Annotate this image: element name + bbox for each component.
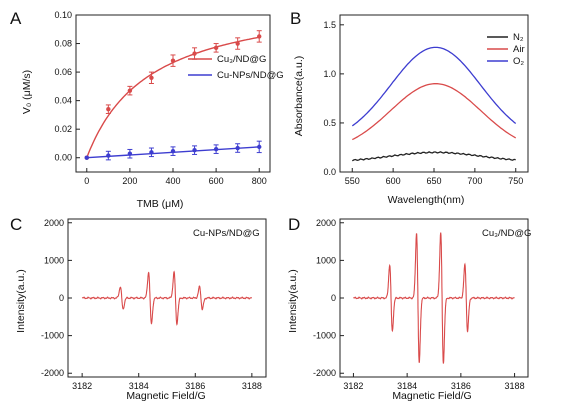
x-tick-label: 800 <box>252 176 267 186</box>
x-tick-label: 3182 <box>72 381 92 391</box>
y-tick-label: 0.02 <box>54 124 72 134</box>
y-tick-label: 0.5 <box>323 118 336 128</box>
data-point <box>257 144 262 150</box>
data-point <box>192 147 197 153</box>
panel-d-title: Cu₃/ND@G <box>482 228 531 239</box>
y-tick-label: -1000 <box>41 331 64 341</box>
y-tick-label: 0.00 <box>54 153 72 163</box>
x-tick-label: 550 <box>345 176 360 186</box>
x-tick-label: 200 <box>122 176 137 186</box>
epr-spectrum-line <box>353 232 515 364</box>
spectrum-line-2 <box>351 46 517 127</box>
y-tick-label: -2000 <box>313 368 336 378</box>
spectrum-line-0 <box>351 151 516 162</box>
y-tick-label: -2000 <box>41 368 64 378</box>
data-point <box>127 151 133 156</box>
data-point <box>106 153 111 158</box>
data-point <box>106 107 111 112</box>
legend-label-0: N₂ <box>513 32 524 43</box>
legend-label-2: O₂ <box>513 56 524 67</box>
panel-b-legend: N₂ Air O₂ <box>487 32 525 67</box>
panel-c: C 3182 3184 3186 3188 -2000 -1000 0 1000 2000 Cu… <box>10 215 267 402</box>
plot-frame <box>339 14 529 173</box>
x-tick-label: 600 <box>209 176 224 186</box>
legend-label-1: Cu-NPs/ND@G <box>217 70 284 81</box>
data-point <box>213 45 219 51</box>
data-point <box>192 51 197 56</box>
panel-b-plot-area: 550 600 650 700 750 0.0 0.5 1.0 1.5 <box>323 14 529 186</box>
x-tick-label: 650 <box>426 176 441 186</box>
x-tick-label: 3182 <box>343 381 363 391</box>
panel-a-plot-area: 0 200 400 600 800 0.00 0.02 0.04 0.06 0.08 0.10 <box>54 10 271 186</box>
x-tick-label: 3184 <box>129 381 149 391</box>
x-tick-label: 700 <box>467 176 482 186</box>
y-tick-label: 2000 <box>44 218 64 228</box>
legend-label-0: Cu₃/ND@G <box>217 54 266 65</box>
data-point <box>170 148 176 154</box>
y-axis-label: Absorbance(a.u.) <box>293 56 305 137</box>
legend-label-1: Air <box>513 44 525 55</box>
panel-d-label: D <box>288 215 300 234</box>
x-tick-label: 600 <box>386 176 401 186</box>
panel-a-label: A <box>10 9 22 28</box>
panel-a-legend: Cu₃/ND@G Cu-NPs/ND@G <box>188 54 284 81</box>
data-point <box>149 75 154 81</box>
y-axis-label: Intensity(a.u.) <box>287 269 299 333</box>
panel-d: D 3182 3184 3186 3188 -2000 -1000 0 1000 2000 Cu… <box>287 215 531 402</box>
x-tick-label: 3186 <box>451 381 471 391</box>
data-point <box>257 34 262 39</box>
data-point <box>149 150 154 155</box>
panel-a: A 0 200 400 600 8000.000.020.040.060.080.10 … <box>10 9 284 210</box>
y-tick-label: 0 <box>331 293 336 303</box>
y-tick-label: 0.04 <box>54 96 72 106</box>
x-tick-label: 3186 <box>185 381 205 391</box>
x-tick-label: 3184 <box>397 381 417 391</box>
y-tick-label: 0.10 <box>54 10 72 20</box>
y-tick-label: -1000 <box>313 331 336 341</box>
spectrum-line-1 <box>352 83 517 141</box>
data-point <box>84 155 89 160</box>
x-axis-label: TMB (μM) <box>137 198 184 210</box>
x-tick-label: 750 <box>508 176 523 186</box>
x-axis-label: Magnetic Field/G <box>392 390 471 402</box>
y-tick-label: 1.5 <box>323 20 336 30</box>
y-tick-label: 1.0 <box>323 69 336 79</box>
y-tick-label: 0.08 <box>54 39 72 49</box>
x-axis-label: Wavelength(nm) <box>388 194 465 206</box>
x-tick-label: 3188 <box>505 381 525 391</box>
y-axis-label: V₀ (μM/s) <box>21 70 33 114</box>
y-tick-label: 2000 <box>316 218 336 228</box>
data-point <box>127 88 133 93</box>
x-tick-label: 0 <box>84 176 89 186</box>
y-tick-label: 0 <box>59 293 64 303</box>
y-tick-label: 1000 <box>316 255 336 265</box>
x-axis-label: Magnetic Field/G <box>126 390 205 402</box>
y-tick-label: 1000 <box>44 255 64 265</box>
data-point <box>235 41 240 46</box>
panel-b-label: B <box>290 9 301 28</box>
data-point <box>235 145 240 151</box>
y-tick-label: 0.0 <box>323 167 336 177</box>
panel-c-title: Cu-NPs/ND@G <box>193 228 260 239</box>
x-tick-label: 400 <box>165 176 180 186</box>
epr-spectrum-line <box>81 270 253 326</box>
y-tick-label: 0.06 <box>54 67 72 77</box>
x-tick-label: 3188 <box>242 381 262 391</box>
panel-c-label: C <box>10 215 22 234</box>
panel-c-plot-area: 3182 3184 3186 3188 -2000 -1000 0 1000 2000 <box>41 218 267 391</box>
panel-d-plot-area: 3182 3184 3186 3188 -2000 -1000 0 1000 2000 <box>313 218 529 391</box>
y-axis-label: Intensity(a.u.) <box>15 269 27 333</box>
data-point <box>170 58 176 63</box>
data-point <box>213 146 219 152</box>
